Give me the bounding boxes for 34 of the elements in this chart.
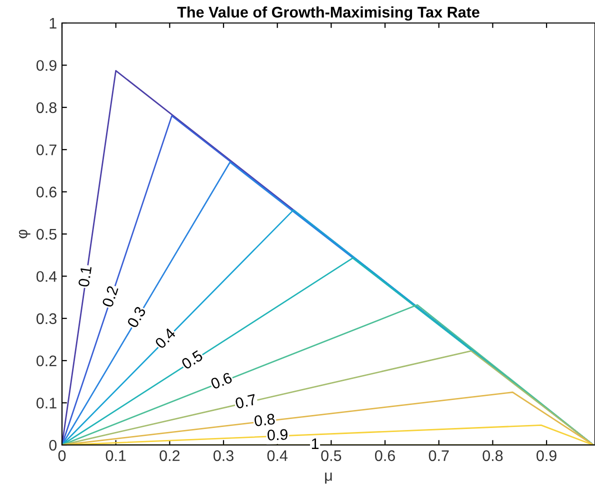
y-tick-label: 0.2 <box>36 355 56 366</box>
chart-title: The Value of Growth-Maximising Tax Rate <box>177 6 480 21</box>
text: 0.4 <box>154 327 176 350</box>
text: 0.2 <box>102 285 118 308</box>
y-tick-label: 0.4 <box>36 271 57 282</box>
y-tick-label: 1 <box>50 18 56 29</box>
text: 0.6 <box>210 372 233 390</box>
y-tick-label: 0.7 <box>36 144 56 156</box>
y-tick-label: 0.5 <box>36 228 56 240</box>
text: 0.5 <box>180 350 204 370</box>
x-tick-label: 0.7 <box>428 450 449 462</box>
x-axis-title: μ <box>325 472 332 484</box>
x-tick-label: 0.8 <box>482 450 503 462</box>
series-label: 1 <box>312 438 319 449</box>
y-axis-title: φ <box>18 230 30 238</box>
x-tick-label: 0.6 <box>375 450 395 462</box>
y-tick-label: 0.6 <box>36 186 56 198</box>
x-tick-label: 0.2 <box>160 450 180 462</box>
y-tick-label: 0.1 <box>36 398 56 408</box>
text: 0.3 <box>126 306 146 328</box>
x-tick-label: 0.4 <box>267 450 288 462</box>
y-tick-label: 0 <box>49 440 57 451</box>
x-tick-label: 0.3 <box>213 450 234 462</box>
text: 0.1 <box>78 266 92 288</box>
series-label: 0.9 <box>267 428 288 441</box>
x-tick-label: 0.5 <box>321 450 342 462</box>
text: 0.7 <box>234 394 257 409</box>
y-tick-label: 0.3 <box>36 313 56 324</box>
text: 0.8 <box>254 413 276 426</box>
x-tick-label: 0 <box>58 450 66 462</box>
y-tick-label: 0.8 <box>36 102 56 114</box>
y-tick-label: 0.9 <box>36 60 56 71</box>
x-tick-label: 0.1 <box>106 450 126 462</box>
x-tick-label: 0.9 <box>536 450 556 462</box>
